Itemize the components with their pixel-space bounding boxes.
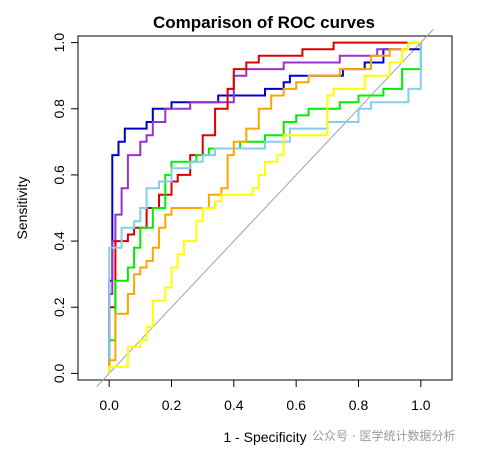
y-tick-label: 0.8 (51, 99, 67, 119)
x-tick-label: 0.4 (224, 397, 244, 413)
roc-curve-2 (108, 41, 421, 374)
series-layer (96, 29, 434, 387)
y-tick-label: 1.0 (51, 33, 67, 53)
x-tick-label: 0.2 (162, 397, 182, 413)
chart-title: Comparison of ROC curves (153, 13, 375, 32)
roc-curve-3 (108, 41, 421, 374)
plot-frame (77, 35, 453, 381)
x-tick-label: 0.0 (99, 397, 119, 413)
y-tick-label: 0.0 (51, 363, 67, 383)
x-axis-title: 1 - Specificity (223, 429, 306, 445)
x-tick-label: 1.0 (411, 397, 431, 413)
y-axis-title: Sensitivity (14, 176, 30, 239)
x-tick-label: 0.8 (349, 397, 369, 413)
watermark-text: 公众号 · 医学统计数据分析 (312, 429, 456, 443)
y-tick-label: 0.6 (51, 165, 67, 185)
y-tick-label: 0.4 (51, 231, 67, 251)
roc-curve-5 (108, 42, 422, 374)
roc-curve-6 (108, 41, 421, 374)
x-tick-label: 0.6 (286, 397, 306, 413)
axis-ticks: 0.0 0.2 0.4 0.6 0.8 1.0 0.0 0.2 0.4 0.6 0.8 1.0 (51, 33, 431, 413)
roc-curve-7 (108, 41, 421, 374)
y-tick-label: 0.2 (51, 297, 67, 317)
